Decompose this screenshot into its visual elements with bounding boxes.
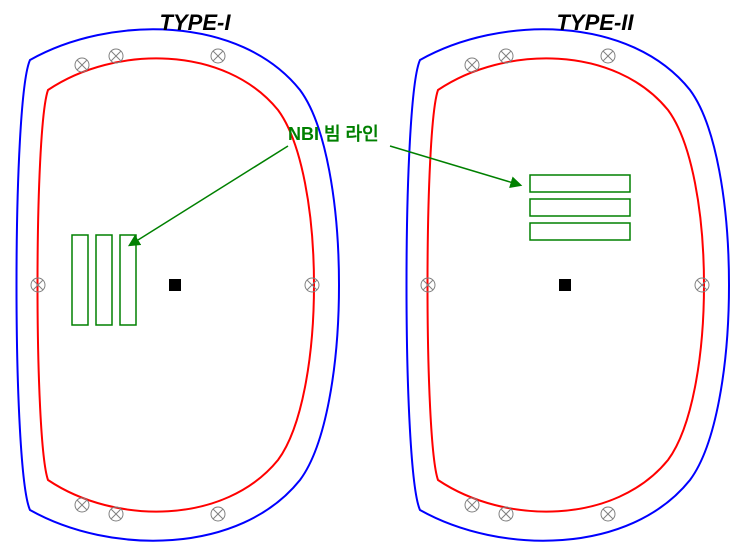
marker: [109, 507, 123, 521]
legend-arrow: [130, 146, 288, 245]
marker: [601, 49, 615, 63]
marker: [695, 278, 709, 292]
marker: [109, 49, 123, 63]
nbi-beam-line: [530, 199, 630, 216]
center-point: [169, 279, 181, 291]
title-type1: TYPE-I: [160, 10, 232, 35]
legend-label: NBI 빔 라인: [288, 124, 379, 144]
marker: [75, 58, 89, 72]
center-point: [559, 279, 571, 291]
marker: [211, 49, 225, 63]
marker: [465, 498, 479, 512]
marker: [465, 58, 479, 72]
title-type2: TYPE-II: [556, 10, 634, 35]
marker: [499, 507, 513, 521]
marker: [601, 507, 615, 521]
marker: [499, 49, 513, 63]
nbi-beam-line: [120, 235, 136, 325]
nbi-beam-line: [530, 175, 630, 192]
nbi-beam-line: [530, 223, 630, 240]
marker: [211, 507, 225, 521]
nbi-beam-line: [72, 235, 88, 325]
marker: [75, 498, 89, 512]
nbi-beam-line: [96, 235, 112, 325]
marker: [305, 278, 319, 292]
